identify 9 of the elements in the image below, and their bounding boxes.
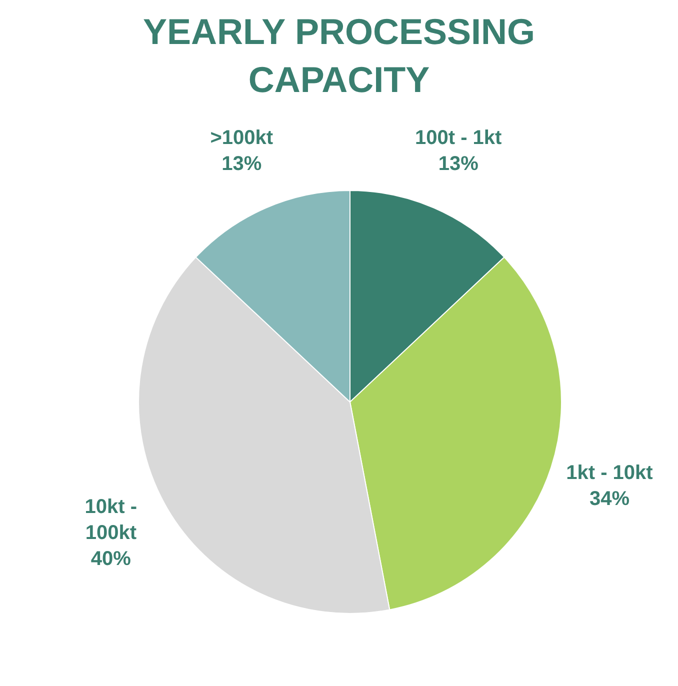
data-label: 13% [222, 153, 262, 176]
chart-title: YEARLY PROCESSING CAPACITY [142, 10, 536, 102]
data-label: 13% [438, 153, 479, 176]
slice-label: 100t - 1kt [414, 127, 502, 150]
data-label: 40% [90, 548, 132, 570]
slice-label: 1kt - 10kt [566, 462, 654, 484]
slice-label: 10kt - 100kt [84, 496, 138, 544]
slice-label: >100kt [210, 127, 274, 150]
data-label: 34% [589, 488, 630, 510]
